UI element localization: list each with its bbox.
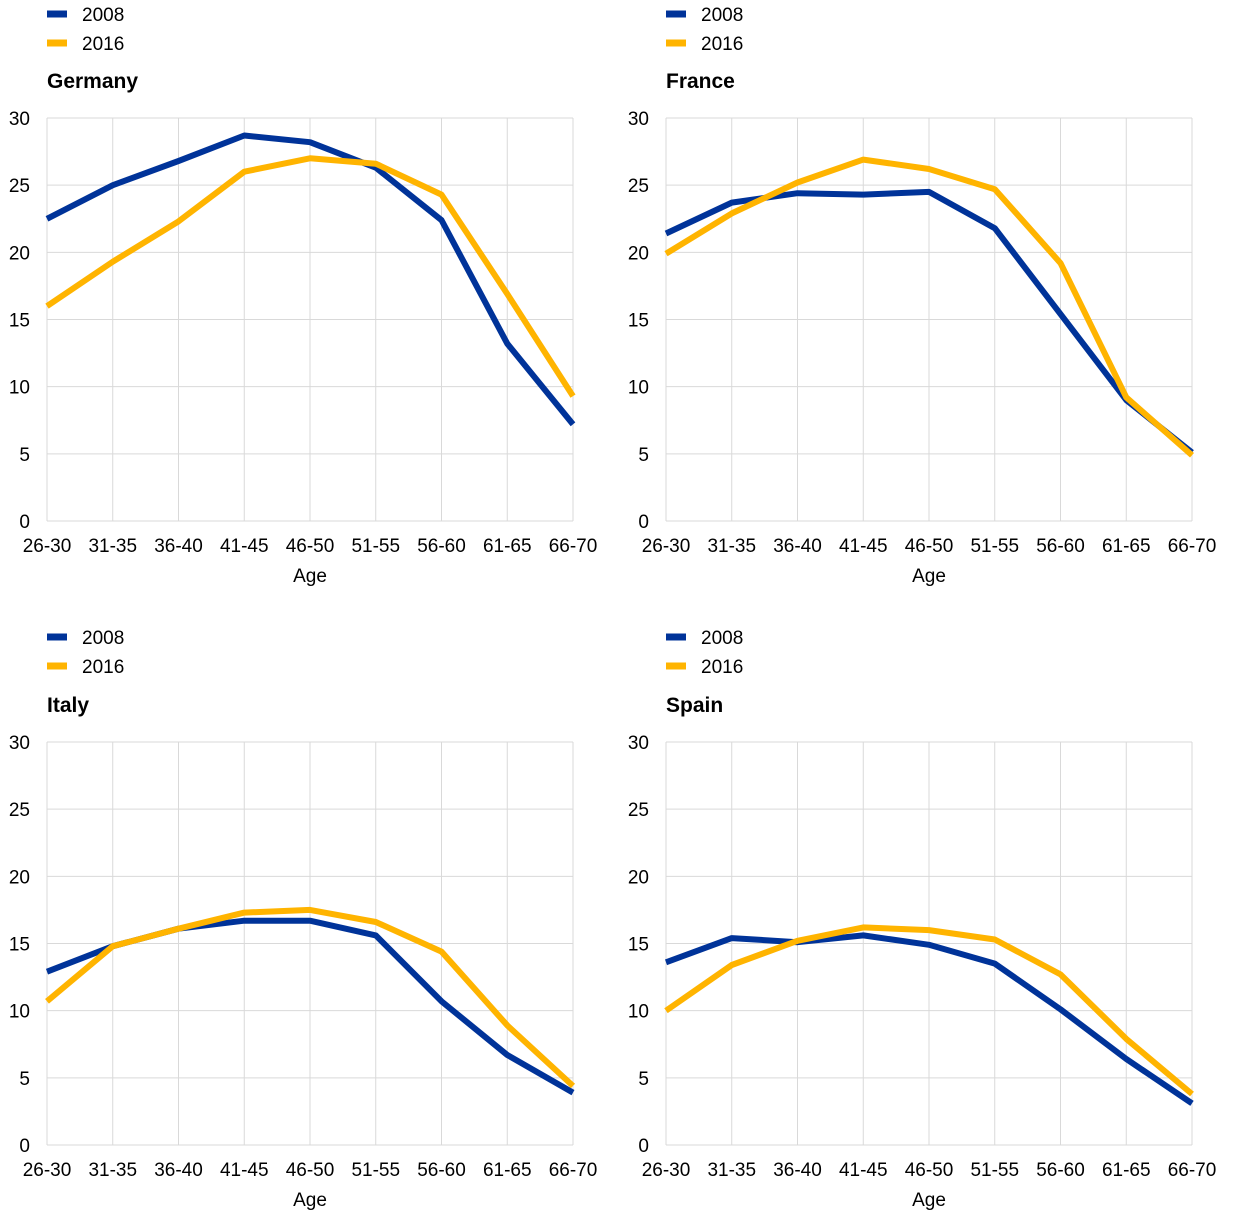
legend-label-2008: 2008 <box>82 628 124 649</box>
x-tick-label: 61-65 <box>483 1160 532 1181</box>
x-tick-label: 36-40 <box>773 1160 822 1181</box>
series-line-2016 <box>664 924 1194 1097</box>
x-tick-label: 26-30 <box>642 1160 691 1181</box>
x-tick-label: 26-30 <box>642 536 691 557</box>
y-tick-label: 0 <box>19 512 30 533</box>
series-line-2008 <box>664 188 1194 455</box>
y-tick-label: 15 <box>628 311 649 332</box>
y-tick-label: 0 <box>638 512 649 533</box>
chart-title: Spain <box>666 694 723 717</box>
legend-label-2016: 2016 <box>82 657 124 678</box>
legend-label-2008: 2008 <box>701 5 743 26</box>
x-tick-label: 41-45 <box>839 536 888 557</box>
y-tick-label: 25 <box>628 800 649 821</box>
series-line-2008 <box>664 932 1194 1106</box>
y-tick-label: 15 <box>9 311 30 332</box>
series-line-2016 <box>45 906 576 1089</box>
series-line-2008 <box>45 132 576 427</box>
x-tick-label: 56-60 <box>1036 536 1085 557</box>
x-tick-label: 36-40 <box>154 536 203 557</box>
y-tick-label: 5 <box>638 445 649 466</box>
x-tick-label: 51-55 <box>970 1160 1019 1181</box>
chart-panel-france: 2008 2016 France 0 5 10 15 20 25 30 26-30 31-35 36-4… <box>628 5 1216 587</box>
x-tick-label: 46-50 <box>905 536 954 557</box>
x-tick-label: 41-45 <box>220 536 269 557</box>
y-tick-label: 10 <box>9 1002 30 1023</box>
chart-title: Germany <box>47 70 138 93</box>
x-tick-label: 56-60 <box>417 536 466 557</box>
x-tick-label: 51-55 <box>351 536 400 557</box>
x-axis-title: Age <box>912 566 946 587</box>
x-tick-label: 26-30 <box>23 1160 72 1181</box>
y-tick-label: 5 <box>19 445 30 466</box>
chart-title: France <box>666 70 735 93</box>
y-tick-label: 5 <box>19 1069 30 1090</box>
x-tick-label: 31-35 <box>707 536 756 557</box>
x-tick-label: 61-65 <box>1102 1160 1151 1181</box>
x-axis-title: Age <box>293 566 327 587</box>
x-tick-label: 31-35 <box>707 1160 756 1181</box>
y-tick-label: 20 <box>628 243 649 264</box>
chart-title: Italy <box>47 694 89 717</box>
x-tick-label: 61-65 <box>483 536 532 557</box>
x-tick-label: 26-30 <box>23 536 72 557</box>
x-tick-label: 51-55 <box>970 536 1019 557</box>
y-tick-label: 15 <box>9 935 30 956</box>
y-tick-label: 0 <box>638 1136 649 1157</box>
chart-panel-germany: 2008 2016 Germany 0 5 10 15 20 25 30 26-30 31-35 36-… <box>9 5 597 587</box>
y-tick-label: 15 <box>628 935 649 956</box>
x-tick-label: 61-65 <box>1102 536 1151 557</box>
x-tick-label: 41-45 <box>839 1160 888 1181</box>
x-tick-label: 31-35 <box>88 536 137 557</box>
y-tick-label: 25 <box>9 800 30 821</box>
x-tick-label: 31-35 <box>88 1160 137 1181</box>
y-tick-label: 10 <box>9 378 30 399</box>
series-line-2016 <box>664 156 1194 458</box>
y-tick-label: 20 <box>9 243 30 264</box>
x-tick-label: 46-50 <box>286 536 335 557</box>
legend-label-2008: 2008 <box>82 5 124 26</box>
x-tick-label: 66-70 <box>549 536 598 557</box>
x-tick-label: 36-40 <box>154 1160 203 1181</box>
chart-panel-italy: 2008 2016 Italy 0 5 10 15 20 25 30 26-30 31-35 36-40… <box>9 628 597 1211</box>
y-tick-label: 30 <box>628 109 649 130</box>
x-tick-label: 66-70 <box>549 1160 598 1181</box>
x-tick-label: 66-70 <box>1168 1160 1217 1181</box>
y-tick-label: 10 <box>628 1002 649 1023</box>
x-tick-label: 41-45 <box>220 1160 269 1181</box>
x-tick-label: 56-60 <box>1036 1160 1085 1181</box>
x-tick-label: 46-50 <box>286 1160 335 1181</box>
y-tick-label: 20 <box>628 867 649 888</box>
legend-label-2016: 2016 <box>701 657 743 678</box>
legend-label-2016: 2016 <box>82 34 124 55</box>
x-axis-title: Age <box>912 1190 946 1211</box>
y-tick-label: 30 <box>628 733 649 754</box>
chart-panel-spain: 2008 2016 Spain 0 5 10 15 20 25 30 26-30 31-35 36-40… <box>628 628 1216 1211</box>
x-tick-label: 46-50 <box>905 1160 954 1181</box>
y-tick-label: 10 <box>628 378 649 399</box>
y-tick-label: 25 <box>628 176 649 197</box>
series-line-2016 <box>45 155 576 398</box>
y-tick-label: 25 <box>9 176 30 197</box>
x-tick-label: 36-40 <box>773 536 822 557</box>
y-tick-label: 5 <box>638 1069 649 1090</box>
x-axis-title: Age <box>293 1190 327 1211</box>
y-tick-label: 30 <box>9 109 30 130</box>
y-tick-label: 20 <box>9 867 30 888</box>
legend-label-2008: 2008 <box>701 628 743 649</box>
legend-label-2016: 2016 <box>701 34 743 55</box>
y-tick-label: 30 <box>9 733 30 754</box>
y-tick-label: 0 <box>19 1136 30 1157</box>
x-tick-label: 56-60 <box>417 1160 466 1181</box>
x-tick-label: 66-70 <box>1168 536 1217 557</box>
x-tick-label: 51-55 <box>351 1160 400 1181</box>
